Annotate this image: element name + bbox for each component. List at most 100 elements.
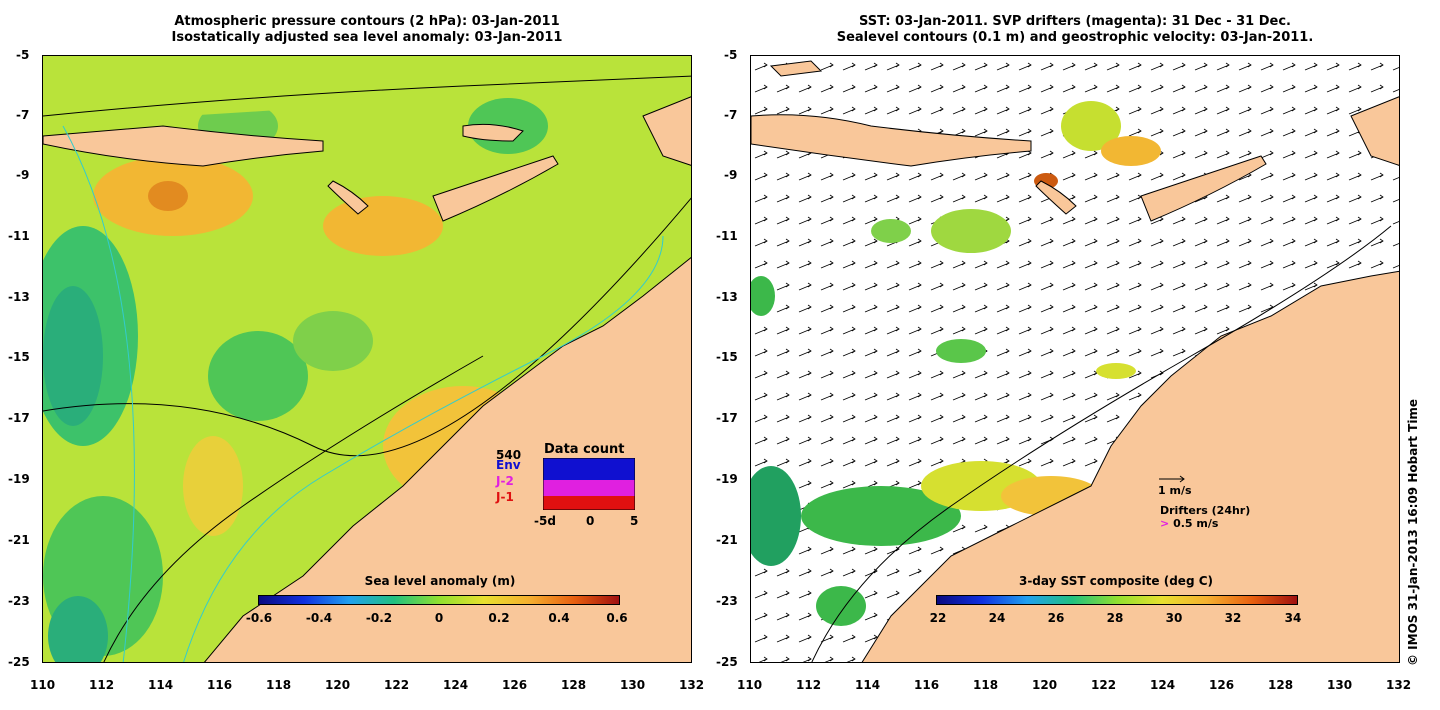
- x-tick: 122: [384, 678, 410, 692]
- x-tick: 114: [148, 678, 174, 692]
- x-tick: 130: [620, 678, 646, 692]
- colorbar-tick: 28: [1106, 611, 1124, 625]
- colorbar-tick: 26: [1047, 611, 1065, 625]
- sealevel-contour: [811, 225, 1392, 662]
- sla-high-south: [183, 436, 243, 536]
- x-tick: 128: [1268, 678, 1294, 692]
- x-tick: 112: [796, 678, 822, 692]
- x-tick: 116: [914, 678, 940, 692]
- colorbar-tick: 24: [988, 611, 1006, 625]
- velocity-legend-label: 1 m/s: [1158, 484, 1192, 497]
- x-tick: 126: [1209, 678, 1235, 692]
- bathymetry-contour: [62, 125, 135, 662]
- sst-patch: [1096, 363, 1136, 379]
- x-tick: 126: [502, 678, 528, 692]
- y-tick: -25: [8, 655, 30, 669]
- java-island: [751, 114, 1032, 167]
- data-count-inset: 540 Data count Env J-2 J-1 -5d 0 5: [496, 442, 648, 534]
- y-tick: -5: [16, 48, 30, 62]
- right-colorbar: [936, 595, 1298, 605]
- colorbar-tick: 32: [1224, 611, 1242, 625]
- sst-patch: [816, 586, 866, 626]
- right-map: [751, 56, 1399, 662]
- australia-land: [861, 270, 1399, 662]
- sla-high-north-2: [323, 196, 443, 256]
- data-count-x-tick: 5: [630, 514, 639, 528]
- x-tick: 114: [855, 678, 881, 692]
- sla-low-central-2: [293, 311, 373, 371]
- y-tick: -15: [8, 350, 30, 364]
- y-tick: -23: [8, 594, 30, 608]
- y-tick: -11: [716, 229, 738, 243]
- sst-patch: [1061, 101, 1121, 151]
- right-map-panel: [750, 55, 1400, 663]
- colorbar-tick: 22: [929, 611, 947, 625]
- x-tick: 132: [1386, 678, 1412, 692]
- pressure-contour: [43, 75, 691, 117]
- bathymetry-contour: [183, 235, 664, 662]
- y-tick: -25: [716, 655, 738, 669]
- right-colorbar-title: 3-day SST composite (deg C): [1018, 574, 1214, 588]
- sst-patch: [751, 276, 775, 316]
- drifter-arrow-icon: >: [1160, 517, 1170, 530]
- x-tick: 122: [1091, 678, 1117, 692]
- y-tick: -19: [8, 472, 30, 486]
- colorbar-tick: -0.6: [245, 611, 273, 625]
- x-tick: 130: [1327, 678, 1353, 692]
- sla-low-central: [208, 331, 308, 421]
- data-count-x-tick: -5d: [534, 514, 556, 528]
- x-tick: 116: [207, 678, 233, 692]
- colorbar-tick: 0.4: [548, 611, 570, 625]
- y-tick: -17: [8, 411, 30, 425]
- drifter-legend-title: Drifters (24hr): [1160, 504, 1251, 517]
- data-count-x-tick: 0: [586, 514, 595, 528]
- sst-patch: [936, 339, 986, 363]
- velocity-legend: 1 m/s: [1158, 474, 1192, 497]
- data-count-title: Data count: [544, 442, 625, 457]
- right-title: SST: 03-Jan-2011. SVP drifters (magenta)…: [750, 14, 1400, 46]
- y-tick: -23: [716, 594, 738, 608]
- pressure-contour: [43, 197, 691, 457]
- left-title: Atmospheric pressure contours (2 hPa): 0…: [42, 14, 692, 46]
- left-title-line1: Atmospheric pressure contours (2 hPa): 0…: [174, 14, 560, 29]
- y-tick: -19: [716, 472, 738, 486]
- x-tick: 124: [1150, 678, 1176, 692]
- left-map-panel: [42, 55, 692, 663]
- y-tick: -15: [716, 350, 738, 364]
- colorbar-tick: 30: [1165, 611, 1183, 625]
- x-tick: 118: [266, 678, 292, 692]
- drifter-legend-value: 0.5 m/s: [1173, 517, 1219, 530]
- colorbar-tick: 34: [1284, 611, 1302, 625]
- left-map: [43, 56, 691, 662]
- credit-text: © IMOS 31-Jan-2013 16:09 Hobart Time: [1406, 398, 1420, 666]
- australia-land: [204, 256, 691, 662]
- x-tick: 118: [973, 678, 999, 692]
- legend-env: Env: [496, 458, 521, 472]
- sla-high-north-core: [148, 181, 188, 211]
- sumba-island: [327, 180, 369, 215]
- left-colorbar-title: Sea level anomaly (m): [364, 574, 516, 588]
- legend-j1: J-1: [496, 490, 514, 504]
- x-tick: 110: [737, 678, 763, 692]
- drifter-legend: Drifters (24hr) > 0.5 m/s: [1160, 504, 1250, 530]
- sst-patch: [931, 209, 1011, 253]
- sla-low-west-core: [43, 286, 103, 426]
- pressure-contour: [103, 355, 484, 662]
- sst-patch: [751, 466, 801, 566]
- right-title-line1: SST: 03-Jan-2011. SVP drifters (magenta)…: [859, 14, 1291, 29]
- y-tick: -5: [724, 48, 738, 62]
- x-tick: 132: [679, 678, 705, 692]
- x-tick: 120: [1032, 678, 1058, 692]
- island: [769, 60, 823, 77]
- y-tick: -21: [716, 533, 738, 547]
- colorbar-tick: 0.6: [606, 611, 628, 625]
- y-tick: -17: [716, 411, 738, 425]
- x-tick: 124: [443, 678, 469, 692]
- y-tick: -9: [724, 168, 738, 182]
- timor-island: [1140, 155, 1267, 222]
- y-tick: -11: [8, 229, 30, 243]
- left-colorbar: [258, 595, 620, 605]
- north-ocean-strip: [43, 56, 691, 144]
- y-tick: -7: [724, 108, 738, 122]
- sst-patch: [871, 219, 911, 243]
